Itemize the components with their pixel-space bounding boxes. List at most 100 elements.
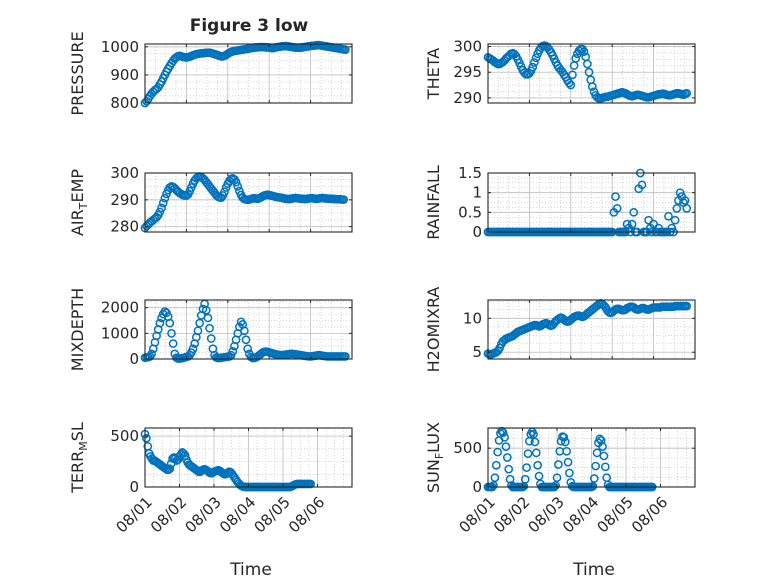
- data-point: [596, 436, 606, 445]
- data-point: [589, 474, 599, 483]
- data-point: [188, 344, 198, 354]
- data-point: [629, 207, 639, 217]
- data-point: [504, 464, 514, 474]
- data-point: [600, 462, 610, 472]
- data-point: [490, 473, 500, 483]
- data-point: [505, 474, 515, 484]
- data-point: [235, 186, 244, 196]
- data-point: [501, 442, 511, 451]
- data-point: [203, 313, 213, 323]
- data-point: [241, 335, 251, 345]
- y-tick-label: 10: [463, 309, 482, 327]
- data-point: [530, 437, 540, 447]
- y-tick-label: 900: [110, 66, 139, 84]
- data-point: [682, 88, 692, 98]
- data-point: [522, 463, 531, 472]
- data-point: [339, 195, 349, 204]
- axis-label-y: RAINFALL: [424, 165, 443, 240]
- y-tick-label: 2000: [101, 299, 139, 317]
- y-tick-label: 1000: [101, 38, 139, 56]
- data-point: [142, 433, 151, 443]
- data-point: [228, 346, 238, 356]
- data-point: [588, 481, 598, 491]
- axis-label-y: SUNFLUX: [424, 422, 446, 493]
- plot-area: [488, 173, 695, 232]
- panel-mixdepth: 0 1000 2000 MIXDEPTH: [68, 288, 353, 371]
- data-point: [591, 461, 600, 471]
- time-axis-label-left: Time: [229, 560, 272, 580]
- panel-rainfall: 0 0.51 1.5 RAINFALL: [424, 164, 696, 241]
- y-tick-label: 1000: [101, 324, 139, 342]
- y-tick-label: 0: [472, 478, 482, 496]
- data-point: [500, 432, 509, 442]
- axes-box: [487, 43, 696, 104]
- data-point: [587, 82, 597, 91]
- data-point: [233, 182, 243, 191]
- data-point: [552, 473, 562, 483]
- data-point: [551, 481, 560, 490]
- data-point: [155, 207, 165, 217]
- data-point: [568, 70, 577, 80]
- axes-box: [144, 299, 353, 360]
- figure-title: Figure 3 low: [190, 16, 309, 36]
- data-point: [520, 474, 530, 484]
- data-point: [566, 80, 576, 90]
- data-point: [180, 451, 190, 460]
- y-tick-label: 0: [129, 350, 139, 368]
- data-point: [206, 334, 216, 343]
- y-tick-label: 800: [110, 94, 139, 112]
- data-point: [498, 428, 508, 438]
- y-tick-label: 290: [110, 191, 139, 209]
- axis-label-y: PRESSURE: [68, 31, 87, 115]
- series-air_temp: [140, 172, 349, 233]
- data-point: [155, 318, 165, 328]
- series-h2omixra: [483, 299, 692, 359]
- data-point: [160, 193, 170, 203]
- data-point: [523, 449, 533, 458]
- y-tick-label: 5: [472, 343, 482, 361]
- axes-box: [487, 172, 696, 233]
- y-tick-label: 295: [453, 63, 482, 81]
- data-point: [612, 204, 622, 213]
- data-point: [592, 448, 602, 458]
- data-point: [530, 58, 539, 67]
- data-point: [664, 211, 673, 221]
- panel-h2omixra: 5 10 H2OMIXRA: [424, 287, 696, 372]
- panel-pressure: 800 900 1000 PRESSURE: [68, 31, 353, 116]
- data-point: [201, 305, 211, 315]
- data-point: [559, 432, 569, 442]
- data-point: [306, 479, 315, 489]
- time-axis-label-right: Time: [572, 560, 615, 580]
- axis-label-y: THETA: [424, 48, 443, 100]
- data-point: [495, 343, 504, 353]
- data-point: [682, 204, 692, 213]
- data-point: [672, 204, 682, 213]
- data-point: [243, 344, 253, 354]
- data-point: [598, 442, 607, 451]
- series-mixdepth: [140, 299, 350, 363]
- data-point: [167, 329, 176, 338]
- data-point: [168, 339, 178, 348]
- data-point: [599, 451, 609, 461]
- data-point: [571, 54, 581, 63]
- data-point: [583, 59, 592, 69]
- data-point: [562, 446, 572, 456]
- y-tick-label: 500: [453, 439, 482, 457]
- data-point: [554, 460, 563, 469]
- data-point: [193, 326, 203, 336]
- y-tick-label: 1: [472, 184, 482, 202]
- data-point: [533, 460, 543, 470]
- y-tick-label: 300: [110, 164, 139, 182]
- data-point: [611, 192, 620, 201]
- data-point: [240, 326, 249, 336]
- data-point: [531, 448, 541, 458]
- data-point: [341, 45, 350, 54]
- axes-box: [144, 172, 353, 233]
- axis-label-y: MIXDEPTH: [68, 288, 87, 371]
- data-point: [622, 219, 632, 229]
- y-tick-label: 1.5: [458, 164, 482, 182]
- panel-theta: 290 295 300 THETA: [424, 38, 696, 107]
- axis-label-y: AIRTEMP: [68, 169, 90, 236]
- data-point: [165, 464, 175, 474]
